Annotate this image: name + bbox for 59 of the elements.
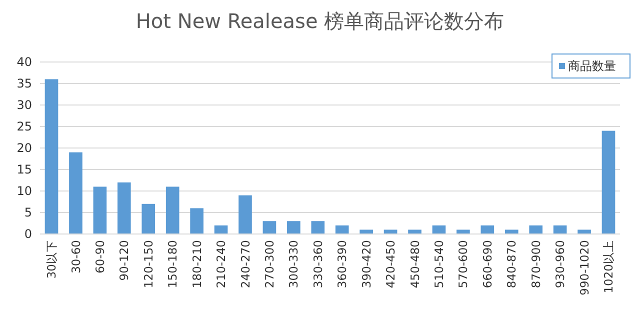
bar bbox=[335, 225, 349, 234]
legend-label: 商品数量 bbox=[568, 59, 616, 74]
x-tick-label: 120-150 bbox=[141, 240, 156, 288]
x-tick-label: 510-540 bbox=[432, 240, 446, 288]
bar bbox=[93, 186, 107, 234]
x-tick-label: 180-210 bbox=[190, 240, 204, 288]
x-tick-label: 210-240 bbox=[214, 240, 228, 288]
x-tick-label: 150-180 bbox=[166, 240, 180, 288]
x-tick-label: 30以下 bbox=[44, 240, 59, 279]
x-tick-label: 990-1020 bbox=[577, 240, 592, 296]
y-tick-label: 5 bbox=[24, 206, 32, 220]
x-tick-label: 450-480 bbox=[408, 240, 422, 288]
y-tick-label: 15 bbox=[16, 162, 32, 177]
x-tick-label: 870-900 bbox=[528, 240, 543, 288]
x-tick-label: 570-600 bbox=[456, 240, 470, 288]
y-tick-label: 0 bbox=[24, 227, 32, 242]
bar bbox=[432, 225, 446, 234]
chart-title: Hot New Realease 榜单商品评论数分布 bbox=[136, 9, 504, 33]
x-tick-label: 930-960 bbox=[553, 240, 568, 288]
x-tick-label: 360-390 bbox=[335, 240, 350, 288]
bar bbox=[190, 208, 204, 234]
x-tick-label: 1020以上 bbox=[602, 240, 616, 294]
x-tick-label: 30-60 bbox=[68, 240, 83, 274]
y-tick-label: 10 bbox=[16, 184, 32, 198]
x-tick-label: 840-870 bbox=[504, 240, 519, 288]
bar bbox=[214, 225, 228, 234]
x-tick-label: 270-300 bbox=[262, 240, 276, 288]
x-tick-label: 60-90 bbox=[92, 240, 107, 274]
bar bbox=[529, 225, 543, 234]
y-tick-label: 20 bbox=[16, 141, 32, 156]
x-tick-label: 660-690 bbox=[480, 240, 494, 288]
y-tick-label: 25 bbox=[16, 120, 32, 134]
x-tick-label: 90-120 bbox=[117, 240, 132, 281]
bar bbox=[262, 221, 276, 234]
bar bbox=[142, 204, 156, 234]
bar bbox=[456, 230, 470, 234]
x-tick-label: 300-330 bbox=[286, 240, 301, 288]
bar bbox=[578, 230, 591, 234]
x-tick-label: 330-360 bbox=[310, 240, 325, 288]
x-tick-label: 390-420 bbox=[359, 240, 374, 288]
bar bbox=[384, 230, 398, 234]
bar bbox=[553, 225, 567, 234]
bar bbox=[238, 195, 252, 234]
x-tick-label: 420-450 bbox=[384, 240, 398, 288]
y-tick-label: 30 bbox=[16, 98, 32, 112]
bar bbox=[117, 182, 131, 234]
bar bbox=[408, 230, 422, 234]
bar bbox=[504, 230, 518, 234]
bar bbox=[602, 130, 616, 234]
bar bbox=[311, 221, 325, 234]
x-tick-label: 240-270 bbox=[238, 240, 252, 288]
bar bbox=[360, 230, 373, 234]
bar bbox=[166, 186, 180, 234]
y-tick-label: 40 bbox=[16, 55, 32, 70]
bar bbox=[69, 152, 82, 234]
bar bbox=[480, 225, 494, 234]
bar bbox=[287, 221, 300, 234]
bar bbox=[44, 79, 58, 234]
y-tick-label: 35 bbox=[16, 76, 32, 91]
